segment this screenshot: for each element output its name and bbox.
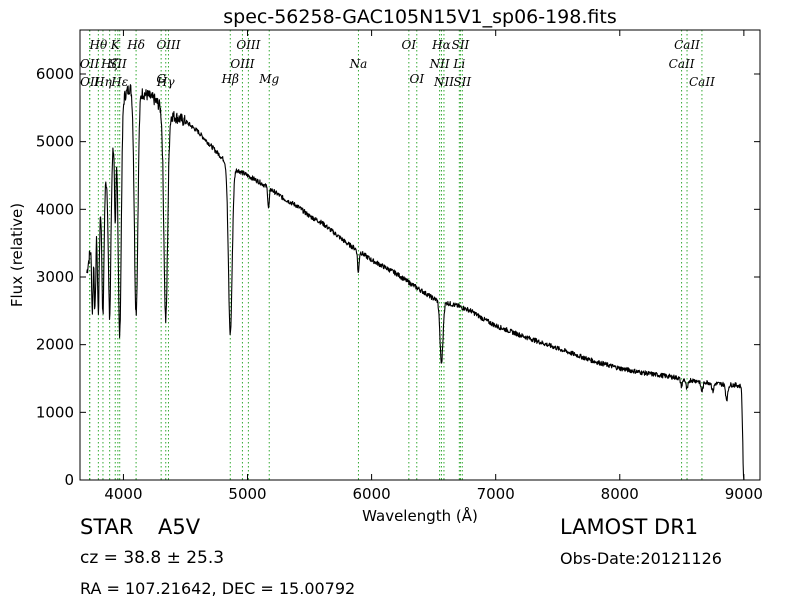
y-axis-label: Flux (relative) bbox=[8, 203, 26, 307]
line-marker-label: OII bbox=[80, 57, 100, 71]
x-axis-ticks: 4000 5000 6000 7000 8000 9000 bbox=[104, 30, 763, 503]
chart-title: spec-56258-GAC105N15V1_sp06-198.fits bbox=[223, 6, 617, 28]
line-marker-label: OIII bbox=[156, 38, 180, 52]
redshift-cz: cz = 38.8 ± 25.3 bbox=[80, 548, 225, 568]
line-marker-label: Hγ bbox=[156, 75, 175, 89]
line-marker-label: Hθ bbox=[89, 38, 108, 52]
line-marker-label: OIII bbox=[230, 57, 254, 71]
line-marker-label: CaII bbox=[669, 57, 695, 71]
line-marker-label: G bbox=[156, 72, 166, 86]
x-tick-label: 5000 bbox=[228, 485, 266, 503]
line-marker-label: Hα bbox=[431, 38, 451, 52]
line-marker-labels: OIIOIIHθHηHζKSIIHεHδGHγOIIIHβOIIIOIIIMgN… bbox=[80, 38, 715, 89]
spectrum-line bbox=[86, 84, 745, 481]
x-tick-label: 7000 bbox=[477, 485, 515, 503]
obs-date: Obs-Date:20121126 bbox=[560, 549, 722, 568]
line-marker-label: Hδ bbox=[126, 38, 145, 52]
line-marker-label: OII bbox=[80, 75, 100, 89]
line-marker-label: NII bbox=[429, 57, 450, 71]
line-marker-label: OIII bbox=[236, 38, 260, 52]
y-tick-label: 5000 bbox=[36, 133, 74, 151]
plot-frame bbox=[79, 29, 761, 481]
y-tick-label: 4000 bbox=[36, 200, 74, 218]
survey-name: LAMOST DR1 bbox=[560, 515, 699, 539]
object-subclass: A5V bbox=[158, 515, 201, 539]
y-tick-label: 0 bbox=[64, 471, 74, 489]
line-marker-label: NII bbox=[433, 75, 454, 89]
x-tick-label: 4000 bbox=[104, 485, 142, 503]
line-marker-label: SII bbox=[453, 75, 471, 89]
line-marker-label: Hβ bbox=[221, 72, 239, 86]
line-markers bbox=[89, 30, 703, 480]
y-tick-label: 6000 bbox=[36, 65, 74, 83]
line-marker-label: Hη bbox=[93, 75, 112, 89]
line-marker-label: Mg bbox=[258, 72, 279, 86]
line-marker-label: OI bbox=[409, 72, 424, 86]
line-marker-label: Na bbox=[349, 57, 368, 71]
x-tick-label: 6000 bbox=[353, 485, 391, 503]
x-tick-label: 8000 bbox=[601, 485, 639, 503]
line-marker-label: OI bbox=[402, 38, 417, 52]
x-tick-label: 9000 bbox=[725, 485, 763, 503]
ra-dec: RA = 107.21642, DEC = 15.00792 bbox=[80, 579, 356, 598]
line-marker-label: CaII bbox=[674, 38, 700, 52]
line-marker-label: SII bbox=[109, 57, 127, 71]
line-marker-label: K bbox=[110, 38, 121, 52]
object-class: STAR bbox=[80, 515, 134, 539]
y-tick-label: 1000 bbox=[36, 403, 74, 421]
line-marker-label: SII bbox=[452, 38, 470, 52]
y-axis-ticks: 0 1000 2000 3000 4000 5000 6000 bbox=[36, 65, 760, 489]
line-marker-label: Hζ bbox=[100, 57, 119, 71]
line-marker-label: Li bbox=[452, 57, 465, 71]
y-tick-label: 3000 bbox=[36, 268, 74, 286]
x-axis-label: Wavelength (Å) bbox=[362, 506, 478, 525]
line-marker-label: CaII bbox=[689, 75, 715, 89]
line-marker-label: Hε bbox=[110, 75, 128, 89]
y-tick-label: 2000 bbox=[36, 336, 74, 354]
